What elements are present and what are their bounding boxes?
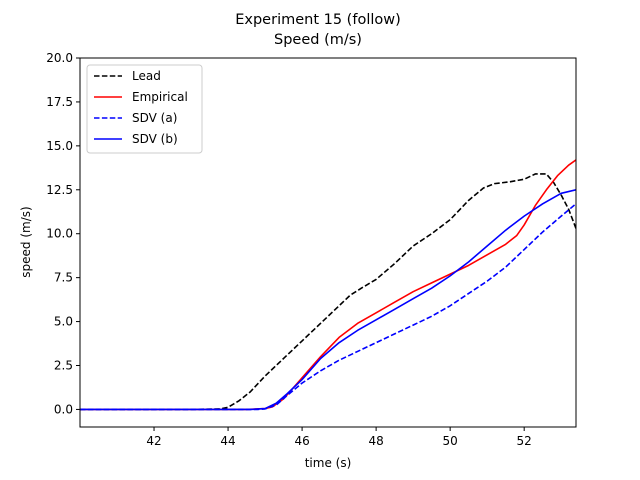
chart-title: Experiment 15 (follow) [235, 12, 401, 28]
legend-label-3: SDV (b) [132, 132, 178, 146]
x-axis-label: time (s) [305, 456, 352, 470]
y-tick-label: 2.5 [54, 359, 73, 373]
x-tick-label: 52 [517, 434, 532, 448]
legend-label-0: Lead [132, 69, 161, 83]
y-tick-label: 20.0 [46, 51, 73, 65]
series-line-0 [80, 173, 576, 411]
legend-label-2: SDV (a) [132, 111, 177, 125]
y-tick-label: 10.0 [46, 227, 73, 241]
y-tick-label: 12.5 [46, 183, 73, 197]
chart-subtitle: Speed (m/s) [274, 32, 362, 48]
x-tick-label: 50 [443, 434, 458, 448]
y-tick-label: 5.0 [54, 315, 73, 329]
x-tick-label: 44 [220, 434, 235, 448]
y-tick-label: 0.0 [54, 402, 73, 416]
x-axis-ticks: 42 44 46 48 50 52 [146, 427, 532, 448]
series-line-3 [80, 189, 576, 411]
legend-label-1: Empirical [132, 90, 188, 104]
y-axis-ticks: 0.0 2.5 5.0 7.5 10.0 12.5 15.0 17.5 20.0 [46, 51, 80, 416]
plot-area-frame [79, 57, 577, 428]
y-tick-label: 17.5 [46, 95, 73, 109]
legend-box [86, 64, 203, 154]
x-tick-label: 46 [294, 434, 309, 448]
y-tick-label: 7.5 [54, 271, 73, 285]
x-tick-label: 48 [368, 434, 383, 448]
x-tick-label: 42 [146, 434, 161, 448]
legend: Lead Empirical SDV (a) SDV (b) [86, 64, 203, 154]
series-line-1 [80, 159, 576, 411]
series-line-2 [80, 203, 576, 411]
y-tick-label: 15.0 [46, 139, 73, 153]
series-layer [80, 159, 576, 411]
y-axis-label: speed (m/s) [19, 206, 33, 277]
